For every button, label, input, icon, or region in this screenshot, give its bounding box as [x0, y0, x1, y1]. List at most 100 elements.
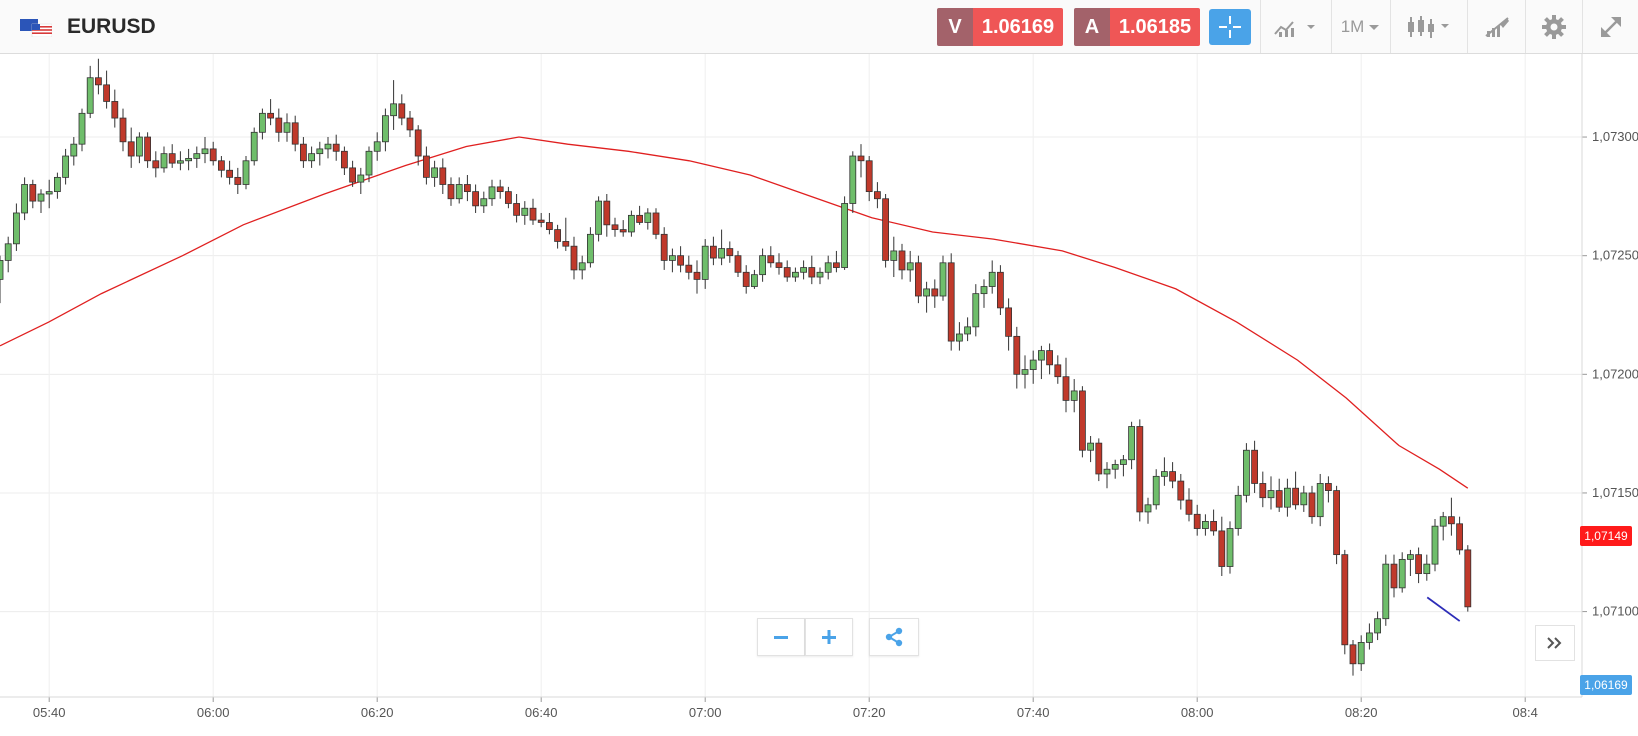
- candle-body-up: [956, 333, 963, 342]
- candle: [1218, 516, 1226, 576]
- candle: [414, 125, 422, 166]
- zoom-out-button[interactable]: [757, 618, 805, 656]
- candle-body-down: [1456, 523, 1463, 551]
- candle-body-down: [1218, 530, 1226, 567]
- chart-area[interactable]: 1,07100 1,07150 1,07200 1,07250 1,07300 05:4…: [0, 54, 1638, 731]
- candle: [1398, 552, 1406, 593]
- candle: [1390, 554, 1398, 598]
- zoom-in-button[interactable]: [805, 618, 853, 656]
- candle: [480, 191, 488, 213]
- candle-body-up: [578, 262, 586, 271]
- candle: [103, 70, 110, 109]
- candle: [1226, 521, 1234, 574]
- candle-body-up: [1357, 642, 1365, 665]
- candle-body-down: [833, 262, 840, 268]
- candle-body-down: [767, 255, 775, 264]
- candle-body-up: [1029, 359, 1037, 370]
- candle-style-dropdown[interactable]: [1390, 0, 1467, 53]
- candle: [529, 198, 537, 225]
- x-tick-label: 08:4: [1513, 705, 1538, 720]
- candle: [677, 246, 684, 273]
- candle-body-down: [349, 167, 357, 183]
- candle: [398, 94, 406, 126]
- candle: [669, 248, 676, 273]
- minus-icon: [774, 636, 788, 639]
- candle-body-up: [1120, 459, 1127, 465]
- candle: [455, 177, 463, 204]
- candle: [21, 177, 29, 221]
- candle: [1013, 326, 1021, 389]
- candle-body-down: [267, 112, 275, 119]
- buy-price-button[interactable]: A 1.06185: [1074, 8, 1200, 46]
- trend-line-drawing[interactable]: [1426, 596, 1461, 622]
- candle: [1448, 497, 1455, 536]
- y-tick-label: 1,07300: [1592, 129, 1638, 144]
- candle-body-down: [406, 117, 414, 131]
- candle: [1267, 476, 1275, 510]
- candle: [1374, 611, 1381, 641]
- candle: [1464, 545, 1472, 612]
- sell-price-button[interactable]: V 1.06169: [937, 8, 1063, 46]
- candle: [86, 65, 94, 119]
- candle-body-up: [201, 148, 209, 155]
- y-tick-label: 1,07200: [1592, 366, 1638, 381]
- settings-button[interactable]: [1525, 0, 1582, 53]
- crosshair-button[interactable]: [1209, 9, 1251, 45]
- buy-price: 1.06185: [1110, 8, 1200, 46]
- scroll-to-latest-button[interactable]: [1535, 625, 1575, 661]
- candle: [660, 227, 668, 270]
- candle: [193, 146, 201, 168]
- candle: [537, 212, 545, 228]
- candle-body-down: [1415, 554, 1422, 575]
- candle-body-up: [1144, 504, 1152, 513]
- candle-body-up: [258, 112, 266, 133]
- candle-body-down: [1193, 513, 1201, 529]
- candle-body-down: [168, 153, 176, 164]
- candle: [1210, 509, 1217, 536]
- candle-body-up: [21, 184, 29, 214]
- candle: [422, 146, 430, 185]
- candle: [291, 115, 299, 152]
- candle: [504, 186, 512, 209]
- candle: [209, 141, 217, 166]
- top-toolbar: EURUSD V 1.06169 A 1.06185 1M: [0, 0, 1638, 54]
- candle: [258, 108, 266, 140]
- candle: [135, 132, 143, 164]
- candle: [595, 196, 602, 242]
- candle-body-up: [1366, 632, 1373, 643]
- candle-body-up: [381, 115, 389, 143]
- share-button[interactable]: [869, 618, 919, 656]
- candle-body-up: [283, 122, 291, 133]
- candle-body-down: [1177, 480, 1185, 501]
- candle: [1259, 471, 1267, 508]
- timeframe-dropdown[interactable]: 1M: [1331, 0, 1390, 53]
- candle: [865, 156, 873, 202]
- candle: [496, 179, 504, 199]
- candle-body-down: [537, 219, 545, 223]
- candle-body-down: [447, 184, 455, 200]
- candle-body-up: [86, 77, 94, 114]
- candle: [783, 260, 791, 282]
- candle-body-up: [324, 143, 332, 150]
- candle: [964, 317, 971, 342]
- moving-average-line: [0, 136, 1469, 489]
- candle-body-down: [463, 184, 471, 193]
- draw-tool-button[interactable]: [1467, 0, 1525, 53]
- candle-body-up: [4, 243, 12, 261]
- fullscreen-button[interactable]: [1582, 0, 1638, 53]
- chart-type-dropdown[interactable]: [1260, 0, 1331, 53]
- candle: [95, 58, 102, 95]
- candle-body-down: [504, 191, 512, 204]
- x-tick-label: 07:40: [1017, 705, 1050, 720]
- candle-body-down: [422, 155, 430, 178]
- candle: [652, 208, 660, 240]
- price-chart[interactable]: 1,07100 1,07150 1,07200 1,07250 1,07300 05:4…: [0, 54, 1638, 731]
- candle: [439, 158, 447, 194]
- candle: [1161, 457, 1168, 486]
- candle-body-down: [1136, 426, 1144, 513]
- candle: [923, 281, 930, 313]
- candle-body-down: [915, 262, 922, 297]
- candle-body-up: [988, 271, 996, 287]
- candle-body-down: [1062, 376, 1070, 401]
- sell-label: V: [937, 8, 973, 46]
